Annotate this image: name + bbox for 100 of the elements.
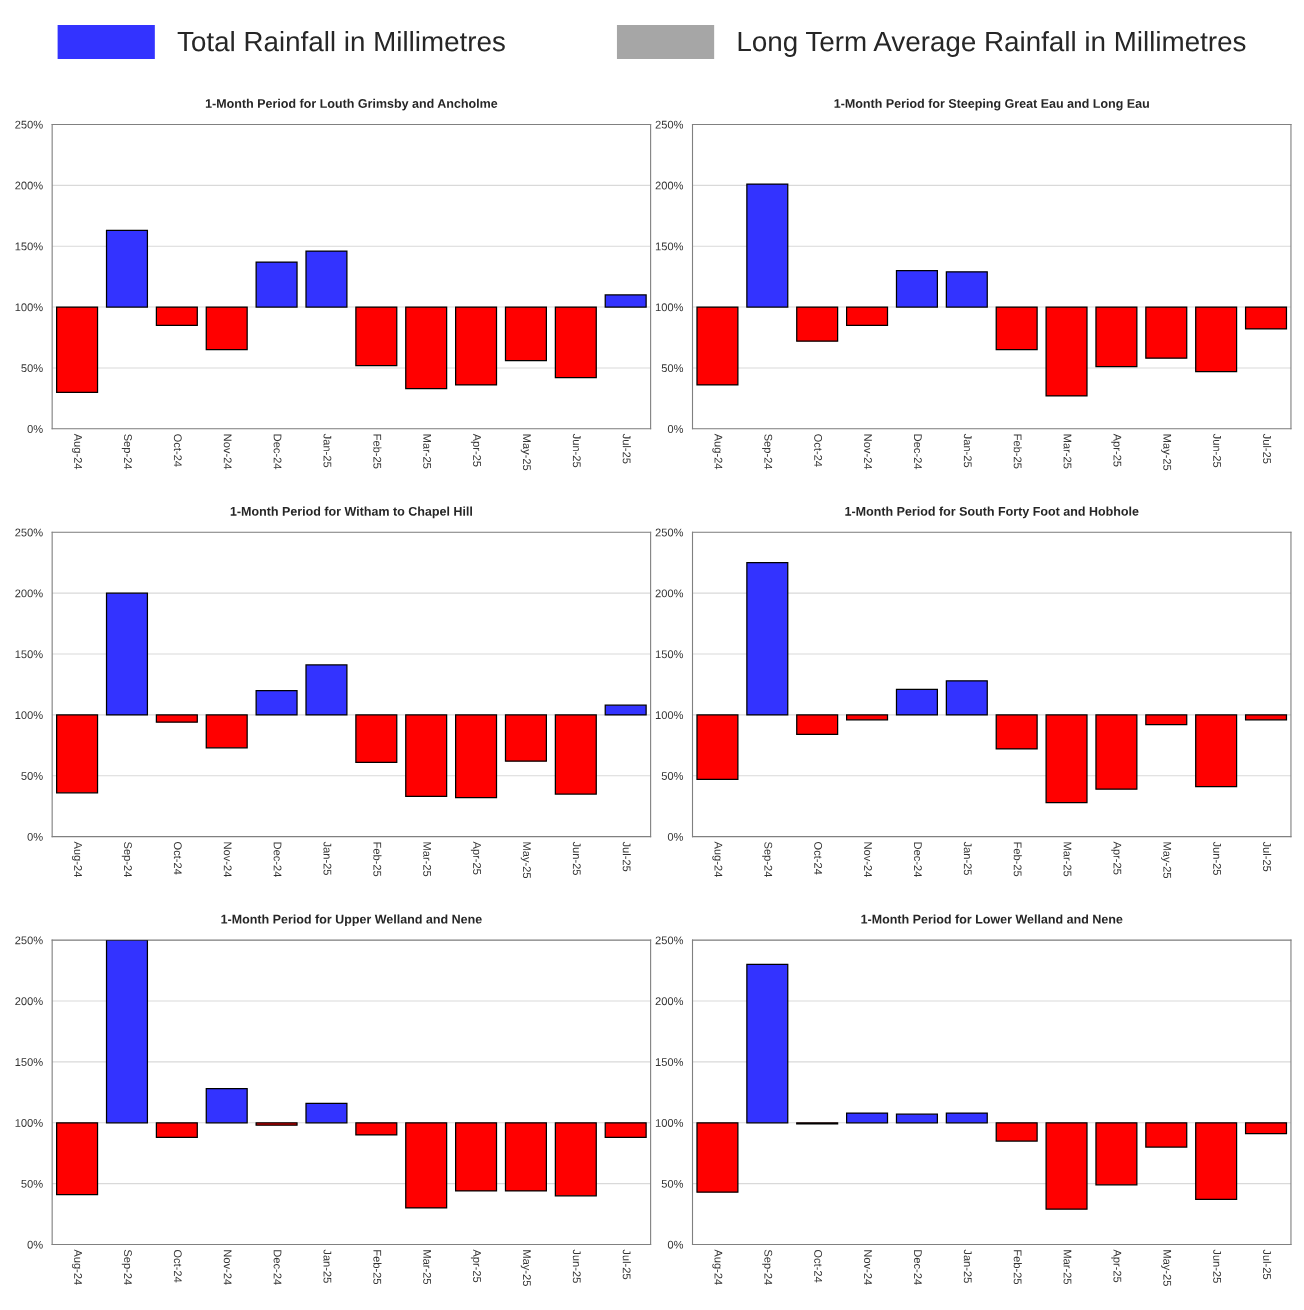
x-tick-label: Mar-25 (1063, 1250, 1072, 1285)
y-tick-label: 50% (661, 1179, 684, 1188)
bar (255, 689, 298, 716)
bar (995, 714, 1038, 750)
bar (696, 1122, 739, 1193)
bar (504, 306, 548, 362)
y-tick-label: 200% (15, 181, 43, 190)
x-tick-label: Feb-25 (1013, 1250, 1022, 1285)
y-tick-label: 100% (15, 303, 43, 312)
chart-title: 1-Month Period for Lower Welland and Nene (861, 914, 1123, 924)
bar (1195, 1122, 1238, 1201)
bar (554, 306, 597, 379)
y-tick-label: 250% (15, 528, 43, 537)
bar (1195, 306, 1238, 373)
y-tick-label: 250% (655, 120, 684, 129)
bar (105, 940, 149, 1124)
bar (604, 704, 647, 716)
bar (696, 714, 739, 781)
bar (1095, 714, 1138, 790)
x-tick-label: Jul-25 (622, 433, 631, 464)
x-tick-label: May-25 (520, 842, 531, 879)
x-tick-label: Feb-25 (373, 1250, 382, 1285)
bar (405, 306, 448, 390)
x-tick-label: Jul-25 (622, 1249, 631, 1280)
bar (554, 714, 597, 795)
bar (405, 714, 448, 798)
bar (746, 963, 789, 1124)
chart-title: 1-Month Period for Witham to Chapel Hill (230, 506, 472, 519)
x-tick-label: Feb-25 (373, 434, 382, 469)
bar (604, 294, 647, 308)
x-tick-label: May-25 (1161, 434, 1172, 471)
bar (1045, 1122, 1088, 1210)
y-tick-label: 0% (667, 1240, 684, 1249)
bar (1244, 1122, 1288, 1135)
x-tick-label: Dec-24 (273, 434, 282, 470)
x-tick-label: Feb-25 (1013, 842, 1022, 877)
x-tick-label: Mar-25 (423, 1250, 432, 1285)
y-tick-label: 50% (21, 772, 43, 780)
y-tick-label: 50% (661, 364, 684, 373)
bar (255, 1122, 298, 1126)
y-tick-label: 200% (655, 997, 684, 1006)
bar (845, 1112, 889, 1124)
y-tick-label: 100% (655, 1119, 684, 1127)
x-tick-label: Apr-25 (1111, 841, 1122, 875)
bar (205, 306, 248, 351)
x-tick-label: Aug-24 (712, 433, 723, 470)
y-tick-label: 250% (655, 528, 684, 537)
y-tick-label: 150% (15, 650, 43, 659)
bar (1244, 714, 1288, 721)
x-tick-label: Jul-25 (1263, 1249, 1272, 1280)
x-tick-label: Sep-24 (762, 1249, 773, 1285)
bar (355, 714, 398, 764)
x-tick-label: Jan-25 (963, 1249, 972, 1283)
bar (305, 664, 348, 716)
bar (1045, 714, 1088, 804)
bar (895, 688, 938, 716)
bar (945, 1112, 988, 1124)
y-tick-label: 150% (15, 1058, 43, 1067)
bar (1244, 306, 1288, 330)
y-tick-label: 150% (655, 1058, 684, 1067)
y-tick-label: 250% (15, 936, 43, 945)
bar (554, 1122, 597, 1197)
y-tick-label: 100% (655, 711, 684, 720)
y-tick-label: 0% (27, 832, 43, 841)
x-tick-label: Aug-24 (71, 841, 82, 878)
bar (1095, 306, 1138, 368)
y-tick-label: 0% (667, 425, 684, 433)
x-tick-label: Mar-25 (423, 842, 432, 877)
bar (504, 714, 548, 762)
x-tick-label: Jan-25 (323, 1249, 332, 1283)
y-tick-label: 0% (27, 425, 43, 433)
bar (796, 714, 839, 736)
bar (895, 1113, 938, 1124)
y-tick-label: 50% (21, 364, 43, 373)
x-tick-label: Jul-25 (1263, 841, 1272, 872)
y-tick-label: 100% (655, 303, 684, 312)
y-tick-label: 200% (655, 181, 684, 190)
x-tick-label: Mar-25 (1063, 434, 1072, 469)
bar (1095, 1122, 1138, 1186)
bar (1145, 714, 1188, 726)
bar (205, 714, 248, 749)
x-tick-label: Aug-24 (712, 841, 723, 878)
bar (305, 1102, 348, 1124)
bar (845, 714, 889, 721)
x-tick-label: Jun-25 (1213, 1249, 1222, 1283)
legend-label: Total Rainfall in Millimetres (177, 30, 505, 52)
x-tick-label: May-25 (1161, 842, 1172, 879)
bar (56, 714, 99, 794)
x-tick-label: Mar-25 (423, 434, 432, 469)
bar (454, 306, 498, 386)
bar (945, 680, 988, 716)
x-tick-label: Nov-24 (864, 434, 872, 470)
x-tick-label: Mar-25 (1063, 842, 1072, 877)
x-tick-label: Apr-25 (470, 1249, 481, 1283)
bar (405, 1122, 448, 1209)
y-tick-label: 200% (15, 589, 43, 598)
bar (155, 1122, 198, 1138)
x-tick-label: Oct-24 (173, 434, 182, 467)
bar (355, 306, 398, 367)
x-tick-label: Apr-25 (1111, 1249, 1122, 1283)
